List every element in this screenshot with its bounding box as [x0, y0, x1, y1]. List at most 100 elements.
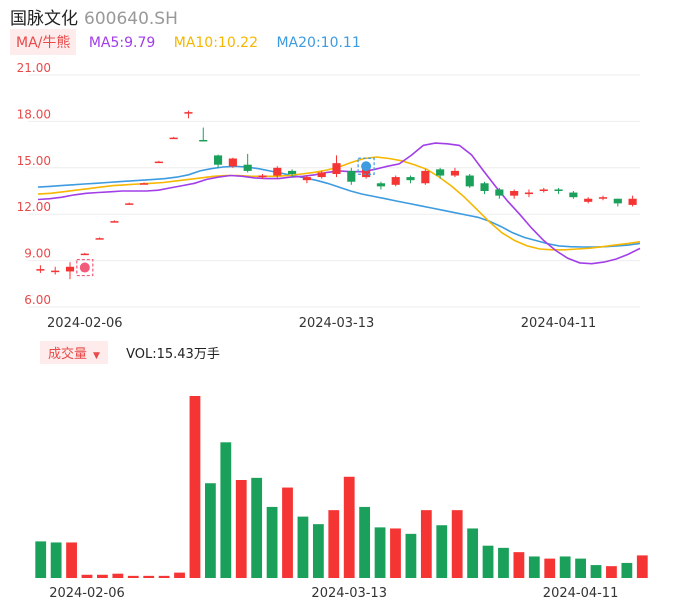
- volume-bar: [143, 575, 155, 578]
- ma20-line: [37, 165, 641, 248]
- volume-value: VOL:15.43万手: [126, 347, 220, 362]
- volume-bar: [590, 565, 602, 578]
- bull-signal-icon-dot: [79, 262, 90, 273]
- volume-bar: [174, 572, 185, 578]
- candle-body: [598, 197, 608, 199]
- candle-body: [317, 172, 326, 178]
- volume-bar: [189, 396, 201, 578]
- candle-body: [110, 221, 119, 223]
- x-tick-label: 2024-04-11: [543, 586, 619, 601]
- candle-body: [95, 238, 104, 240]
- stock-code: 600640.SH: [84, 9, 178, 29]
- ma-indicator-selector[interactable]: MA/牛熊: [10, 29, 77, 55]
- volume-selector-label: 成交量: [48, 347, 88, 362]
- volume-bar: [81, 574, 93, 578]
- y-tick-label: 9.00: [24, 247, 51, 261]
- candle-body: [169, 137, 178, 140]
- volume-bar: [436, 525, 448, 578]
- candle-body: [450, 170, 460, 176]
- candle-body: [569, 192, 578, 198]
- volume-bar: [127, 575, 139, 578]
- y-tick-label: 6.00: [24, 293, 51, 307]
- bull-signal-icon: [76, 258, 94, 277]
- volume-bar: [158, 575, 170, 578]
- volume-bar: [621, 562, 633, 578]
- candle-body: [332, 163, 341, 174]
- bear-signal-icon: [357, 157, 375, 175]
- candle-body: [125, 203, 134, 205]
- volume-bar: [297, 516, 309, 578]
- candle-body: [421, 170, 430, 184]
- volume-bar: [390, 528, 401, 578]
- candle-body: [302, 177, 311, 181]
- candle-body: [288, 170, 297, 174]
- caret-down-icon: ▼: [93, 351, 100, 361]
- candle-body: [524, 192, 534, 195]
- candle-body: [36, 269, 45, 271]
- volume-bar: [220, 442, 232, 578]
- y-tick-label: 21.00: [17, 61, 51, 75]
- candle-body: [376, 183, 385, 187]
- x-tick-label: 2024-03-13: [299, 316, 375, 331]
- volume-bar: [374, 527, 386, 578]
- volume-bar: [467, 528, 479, 578]
- volume-bar: [575, 558, 586, 578]
- candle-body: [258, 175, 267, 178]
- candle-body: [628, 198, 637, 205]
- candle-body: [584, 198, 593, 202]
- candle-body: [51, 270, 60, 273]
- volume-bar: [343, 476, 355, 578]
- volume-bar: [251, 477, 263, 578]
- candle-body: [391, 177, 400, 185]
- volume-bar: [50, 542, 62, 578]
- volume-bar: [451, 510, 463, 578]
- candle-body: [480, 183, 489, 191]
- candle-body: [613, 198, 622, 204]
- volume-bar: [559, 556, 571, 578]
- volume-bar: [66, 542, 77, 578]
- candle-body: [184, 112, 193, 114]
- x-tick-label: 2024-03-13: [311, 586, 387, 601]
- volume-bar: [112, 573, 124, 578]
- volume-legend: 成交量 ▼ VOL:15.43万手: [40, 341, 220, 364]
- candle-body: [495, 189, 504, 196]
- x-tick-label: 2024-02-06: [49, 586, 125, 601]
- candle-body: [436, 169, 445, 176]
- volume-bar: [405, 533, 417, 578]
- candle-body: [139, 183, 149, 185]
- ma10-label: MA10:10.22: [173, 35, 259, 51]
- volume-bar: [498, 547, 509, 578]
- candle-body: [80, 253, 89, 256]
- bear-signal-icon-dot: [361, 161, 372, 172]
- stock-name: 国脉文化: [10, 9, 78, 29]
- candle-body: [406, 177, 415, 181]
- candle-body: [539, 189, 548, 191]
- volume-bar: [513, 552, 525, 578]
- volume-bar: [606, 566, 617, 578]
- candle-body: [273, 167, 282, 176]
- volume-bar: [204, 483, 216, 578]
- candle-body: [213, 155, 223, 165]
- volume-bar: [328, 510, 340, 578]
- y-tick-label: 12.00: [17, 200, 51, 214]
- volume-bar: [359, 506, 371, 578]
- candle-body: [510, 191, 519, 196]
- candle-body: [347, 170, 356, 182]
- volume-bar: [35, 541, 47, 578]
- candle-body: [243, 164, 252, 171]
- candle-body: [199, 139, 208, 142]
- volume-bar: [636, 555, 648, 578]
- y-tick-label: 18.00: [17, 107, 51, 121]
- volume-bar: [282, 487, 293, 578]
- volume-indicator-selector[interactable]: 成交量 ▼: [40, 341, 108, 364]
- x-tick-label: 2024-02-06: [47, 316, 123, 331]
- candle-body: [65, 266, 75, 272]
- ma5-label: MA5:9.79: [88, 35, 156, 51]
- candle-body: [154, 161, 163, 164]
- candle-body: [465, 175, 474, 187]
- volume-bar: [312, 524, 324, 578]
- candle-body: [228, 158, 237, 167]
- volume-bar: [528, 556, 540, 578]
- volume-bar: [266, 506, 278, 578]
